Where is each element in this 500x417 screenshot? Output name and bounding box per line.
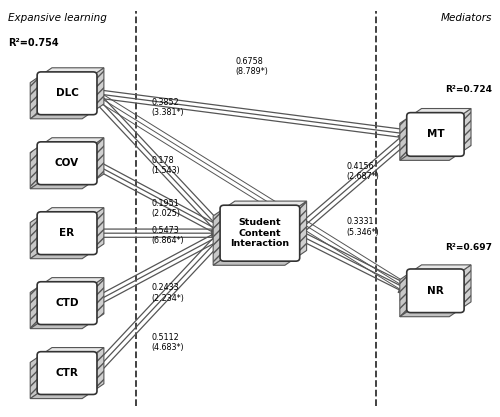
Polygon shape <box>410 265 471 272</box>
Polygon shape <box>30 321 93 329</box>
FancyBboxPatch shape <box>406 269 464 313</box>
Text: 0.3331
(5.346*): 0.3331 (5.346*) <box>346 217 379 237</box>
Polygon shape <box>30 75 41 119</box>
Polygon shape <box>93 347 104 391</box>
Polygon shape <box>93 208 104 251</box>
Text: R²=0.724: R²=0.724 <box>446 85 492 94</box>
Text: 0.178
(1.543): 0.178 (1.543) <box>151 156 180 175</box>
Polygon shape <box>93 138 104 181</box>
FancyBboxPatch shape <box>37 142 97 185</box>
Text: MT: MT <box>426 129 444 139</box>
Text: NR: NR <box>427 286 444 296</box>
Polygon shape <box>410 108 471 116</box>
Text: 0.5473
(6.864*): 0.5473 (6.864*) <box>151 226 184 245</box>
Text: 0.2433
(2.234*): 0.2433 (2.234*) <box>151 283 184 303</box>
Polygon shape <box>41 68 104 75</box>
Polygon shape <box>460 108 471 153</box>
Text: 0.4156
(2.687*): 0.4156 (2.687*) <box>346 162 380 181</box>
Polygon shape <box>41 208 104 215</box>
Polygon shape <box>213 258 296 265</box>
Text: ER: ER <box>60 228 74 238</box>
FancyBboxPatch shape <box>220 205 300 261</box>
Polygon shape <box>30 251 93 259</box>
FancyBboxPatch shape <box>37 72 97 115</box>
Polygon shape <box>400 309 460 317</box>
Text: CTR: CTR <box>56 368 78 378</box>
Polygon shape <box>213 208 224 265</box>
Text: R²=0.697: R²=0.697 <box>446 244 492 252</box>
FancyBboxPatch shape <box>37 212 97 255</box>
Text: Mediators: Mediators <box>441 13 492 23</box>
Text: R²=0.754: R²=0.754 <box>8 38 59 48</box>
Polygon shape <box>30 391 93 399</box>
Polygon shape <box>30 215 41 259</box>
Polygon shape <box>41 138 104 145</box>
Text: 0.6758
(8.789*): 0.6758 (8.789*) <box>235 57 268 76</box>
Polygon shape <box>460 265 471 309</box>
Text: 0.1951
(2.025): 0.1951 (2.025) <box>151 199 180 218</box>
Polygon shape <box>41 347 104 355</box>
Text: CTD: CTD <box>56 298 79 308</box>
Polygon shape <box>400 272 410 317</box>
Text: DLC: DLC <box>56 88 78 98</box>
Polygon shape <box>30 145 41 189</box>
Polygon shape <box>400 153 460 161</box>
Polygon shape <box>30 285 41 329</box>
Text: COV: COV <box>55 158 79 168</box>
Text: Student
Content
Interaction: Student Content Interaction <box>230 218 290 248</box>
FancyBboxPatch shape <box>406 113 464 156</box>
Polygon shape <box>224 201 306 208</box>
Text: 0.5112
(4.683*): 0.5112 (4.683*) <box>151 332 184 352</box>
Text: Expansive learning: Expansive learning <box>8 13 106 23</box>
Polygon shape <box>400 116 410 161</box>
Polygon shape <box>30 111 93 119</box>
Polygon shape <box>30 355 41 399</box>
Polygon shape <box>30 181 93 189</box>
Text: 0.3852
(3.381*): 0.3852 (3.381*) <box>151 98 184 118</box>
FancyBboxPatch shape <box>37 282 97 324</box>
Polygon shape <box>93 278 104 321</box>
FancyBboxPatch shape <box>37 352 97 394</box>
Polygon shape <box>41 278 104 285</box>
Polygon shape <box>93 68 104 111</box>
Polygon shape <box>296 201 306 258</box>
